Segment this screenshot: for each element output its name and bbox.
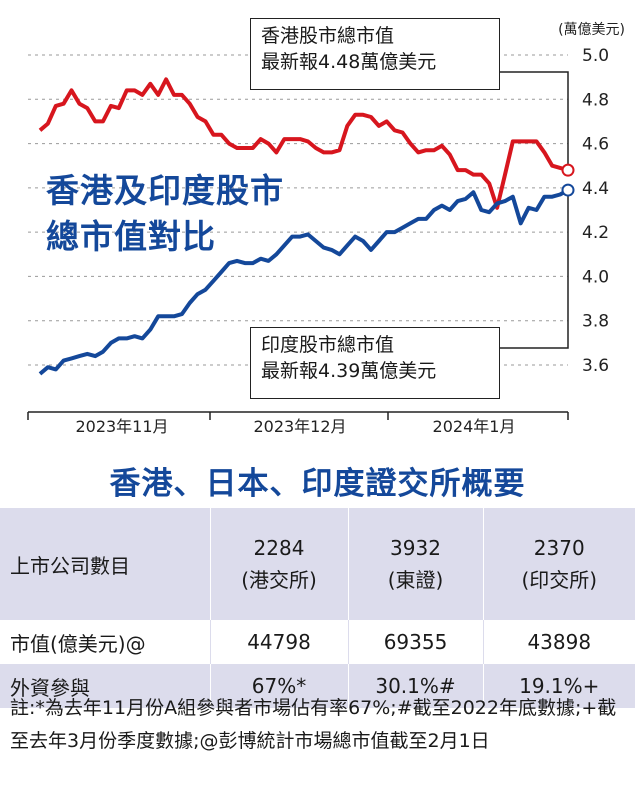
row-label-listed-companies: 上市公司數目	[0, 508, 210, 620]
table-row-listed-companies: 上市公司數目 2284 (港交所) 3932 (東證) 2370 (印交所)	[0, 508, 635, 620]
cell-hkex-name: (港交所)	[241, 567, 317, 592]
y-tick-label: 3.6	[582, 356, 609, 376]
cell-hkex-listed: 2284 (港交所)	[209, 508, 348, 620]
chart-title-line2: 總市值對比	[46, 217, 216, 256]
cell-hkex-market-cap: 44798	[209, 620, 348, 664]
chart-title-line1: 香港及印度股市	[46, 171, 284, 210]
y-tick-label: 4.4	[582, 179, 609, 199]
row-label-market-cap: 市值(億美元)@	[0, 620, 210, 664]
hk-callout-box: 香港股市總市值 最新報4.48萬億美元	[250, 18, 500, 90]
row-label-foreign-participation: 外資參與	[0, 664, 210, 708]
x-tick-label: 2023年12月	[253, 417, 346, 436]
y-tick-label: 3.8	[582, 312, 609, 332]
y-axis-ticks: 5.0 4.8 4.6 4.4 4.2 4.0 3.8 3.6	[582, 46, 609, 376]
cell-tse-listed-value: 3932	[390, 535, 441, 560]
x-tick-label: 2023年11月	[75, 417, 168, 436]
x-axis-ticks: 2023年11月 2023年12月 2024年1月	[27, 412, 569, 436]
cell-tse-foreign: 30.1%#	[347, 664, 483, 708]
cell-tse-listed: 3932 (東證)	[347, 508, 483, 620]
series-line-hk	[38, 77, 569, 210]
cell-nse-market-cap: 43898	[482, 620, 635, 664]
cell-nse-name: (印交所)	[521, 567, 598, 592]
india-callout-line2: 最新報4.39萬億美元	[261, 360, 437, 382]
x-tick-label: 2024年1月	[433, 417, 516, 436]
y-tick-label: 4.6	[582, 135, 609, 155]
cell-nse-listed: 2370 (印交所)	[482, 508, 635, 620]
y-tick-label: 4.2	[582, 223, 609, 243]
india-callout-line1: 印度股市總市值	[261, 334, 395, 356]
cell-hkex-listed-value: 2284	[253, 535, 305, 560]
cell-tse-name: (東證)	[387, 567, 444, 592]
cell-tse-market-cap: 69355	[347, 620, 483, 664]
cell-nse-foreign: 19.1%+	[482, 664, 635, 708]
chart-title: 香港及印度股市 總市值對比	[46, 168, 284, 260]
india-callout-box: 印度股市總市值 最新報4.39萬億美元	[250, 327, 500, 399]
table-title: 香港、日本、印度證交所概要	[109, 466, 526, 502]
cell-hkex-foreign: 67%*	[209, 664, 348, 708]
hk-callout-line1: 香港股市總市值	[261, 25, 395, 47]
india-leader-line	[500, 196, 569, 349]
y-tick-label: 4.8	[582, 90, 609, 110]
series-end-marker-hk	[561, 163, 575, 177]
y-tick-label: 4.0	[582, 267, 609, 287]
footnotes: 註:*為去年11月份A組參與者市場佔有率67%;#截至2022年底數據;+截至去…	[10, 697, 617, 752]
callout-leader-lines	[500, 71, 569, 349]
market-cap-line-chart: 5.0 4.8 4.6 4.4 4.2 4.0 3.8 3.6 (萬億美元) 2023年11月…	[27, 22, 625, 436]
series-end-marker-in	[561, 183, 575, 197]
hk-callout-line2: 最新報4.48萬億美元	[261, 51, 437, 73]
series-line-in	[38, 188, 569, 376]
table-row-market-cap: 市值(億美元)@ 44798 69355 43898	[0, 620, 635, 664]
hk-leader-line	[500, 71, 569, 165]
table-row-foreign-participation: 外資參與 67%* 30.1%# 19.1%+	[0, 664, 635, 708]
y-tick-label: 5.0	[582, 46, 609, 66]
cell-nse-listed-value: 2370	[533, 535, 585, 560]
exchange-summary-table: 上市公司數目 2284 (港交所) 3932 (東證) 2370 (印交所) 市…	[0, 508, 635, 708]
y-axis-unit-label: (萬億美元)	[558, 22, 625, 38]
